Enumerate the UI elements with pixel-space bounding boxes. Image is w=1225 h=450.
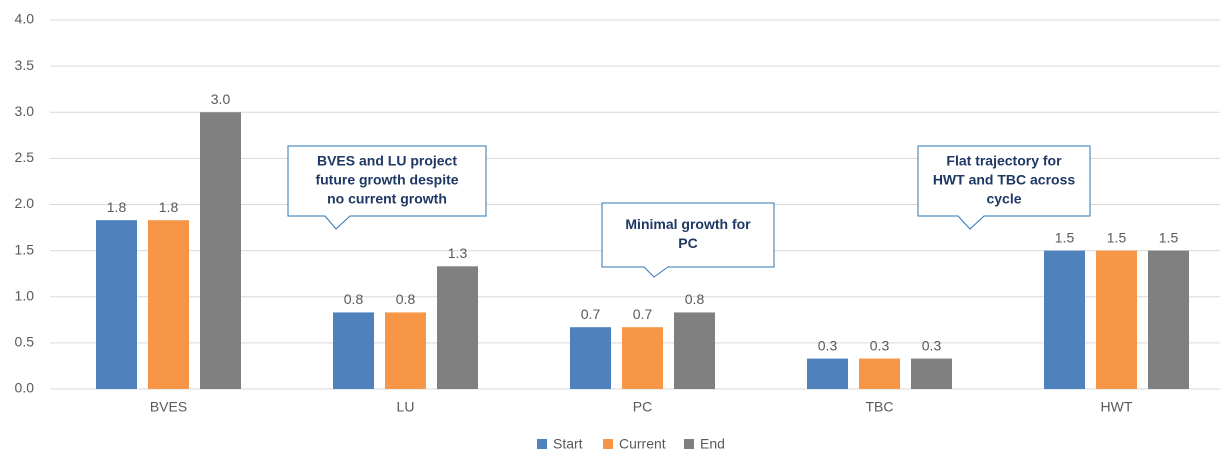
legend-label: End [700, 436, 725, 450]
legend-swatch [684, 439, 694, 449]
y-tick-label: 2.5 [15, 149, 35, 165]
callout-text: Minimal growth for [625, 216, 751, 232]
callout-text: HWT and TBC across [933, 172, 1076, 188]
legend-swatch [603, 439, 613, 449]
value-label: 1.8 [159, 199, 179, 215]
x-tick-label: LU [397, 399, 415, 415]
value-label: 0.3 [818, 337, 838, 353]
bar [148, 220, 189, 389]
callout-text: no current growth [327, 191, 447, 207]
value-label: 0.3 [922, 337, 942, 353]
bar [333, 312, 374, 389]
callout-text: PC [678, 235, 697, 251]
legend-label: Start [553, 436, 583, 450]
callout-box [601, 202, 775, 278]
value-label: 0.7 [581, 306, 601, 322]
bar [96, 220, 137, 389]
bar [859, 358, 900, 389]
bar [385, 312, 426, 389]
bar [1044, 250, 1085, 389]
value-label: 1.5 [1107, 229, 1127, 245]
value-label: 0.8 [396, 291, 416, 307]
callout-text: cycle [986, 191, 1021, 207]
callout-text: BVES and LU project [317, 153, 457, 169]
callout-text: Flat trajectory for [946, 153, 1062, 169]
bar [1148, 250, 1189, 389]
bar [570, 327, 611, 389]
x-tick-label: BVES [150, 399, 187, 415]
callout-box [287, 145, 487, 230]
legend-swatch [537, 439, 547, 449]
y-tick-label: 4.0 [15, 11, 35, 27]
callout-box [917, 145, 1091, 230]
bar [1096, 250, 1137, 389]
value-label: 0.7 [633, 306, 653, 322]
bar [200, 112, 241, 389]
legend-label: Current [619, 436, 666, 450]
y-tick-label: 3.5 [15, 57, 35, 73]
y-tick-label: 1.0 [15, 287, 35, 303]
bar [437, 266, 478, 389]
value-label: 1.5 [1159, 229, 1179, 245]
bar [674, 312, 715, 389]
value-label: 3.0 [211, 91, 231, 107]
y-tick-label: 1.5 [15, 241, 35, 257]
callout-text: future growth despite [315, 172, 458, 188]
value-label: 0.8 [344, 291, 364, 307]
x-tick-label: TBC [866, 399, 894, 415]
bar [622, 327, 663, 389]
bar [807, 358, 848, 389]
value-label: 1.3 [448, 245, 468, 261]
x-tick-label: PC [633, 399, 652, 415]
y-tick-label: 2.0 [15, 195, 35, 211]
bar [911, 358, 952, 389]
value-label: 1.5 [1055, 229, 1075, 245]
x-tick-label: HWT [1101, 399, 1133, 415]
value-label: 0.8 [685, 291, 705, 307]
y-tick-label: 3.0 [15, 103, 35, 119]
y-tick-label: 0.0 [15, 380, 35, 396]
y-tick-label: 0.5 [15, 334, 35, 350]
value-label: 0.3 [870, 337, 890, 353]
value-label: 1.8 [107, 199, 127, 215]
